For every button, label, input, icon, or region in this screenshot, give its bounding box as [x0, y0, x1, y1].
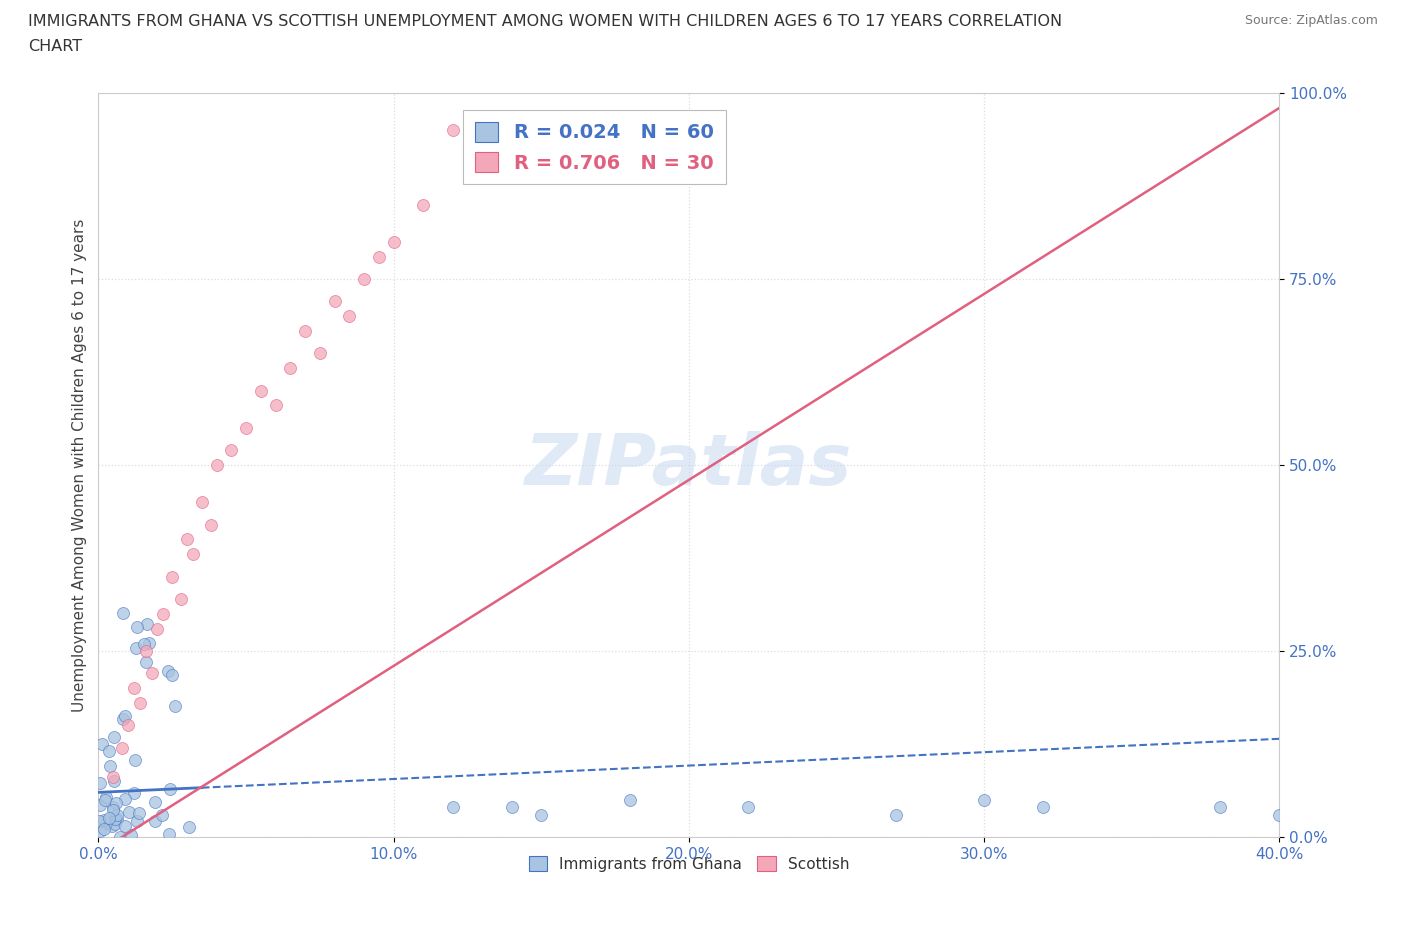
- Point: [323, 294, 346, 309]
- Point: [441, 800, 464, 815]
- Point: [530, 807, 553, 822]
- Point: [101, 818, 124, 833]
- Point: [98, 743, 121, 758]
- Y-axis label: Unemployment Among Women with Children Ages 6 to 17 years: Unemployment Among Women with Children A…: [72, 219, 87, 711]
- Point: [176, 532, 198, 547]
- Point: [619, 792, 641, 807]
- Point: [136, 617, 159, 631]
- Point: [105, 812, 128, 827]
- Point: [382, 234, 405, 249]
- Point: [138, 636, 160, 651]
- Text: IMMIGRANTS FROM GHANA VS SCOTTISH UNEMPLOYMENT AMONG WOMEN WITH CHILDREN AGES 6 : IMMIGRANTS FROM GHANA VS SCOTTISH UNEMPL…: [28, 14, 1063, 29]
- Point: [103, 730, 125, 745]
- Point: [146, 621, 169, 636]
- Legend: Immigrants from Ghana, Scottish: Immigrants from Ghana, Scottish: [523, 850, 855, 878]
- Point: [737, 800, 759, 815]
- Point: [141, 666, 163, 681]
- Point: [120, 828, 142, 843]
- Point: [339, 309, 361, 324]
- Point: [309, 346, 332, 361]
- Point: [162, 569, 183, 584]
- Point: [177, 820, 200, 835]
- Point: [118, 804, 141, 819]
- Point: [122, 681, 145, 696]
- Point: [1268, 807, 1291, 822]
- Point: [156, 664, 179, 679]
- Point: [368, 249, 391, 264]
- Point: [157, 827, 180, 842]
- Point: [152, 606, 174, 621]
- Point: [111, 711, 134, 726]
- Point: [412, 197, 434, 212]
- Point: [181, 547, 204, 562]
- Point: [89, 824, 111, 839]
- Point: [114, 709, 136, 724]
- Point: [160, 668, 183, 683]
- Text: CHART: CHART: [28, 39, 82, 54]
- Point: [200, 517, 222, 532]
- Point: [1209, 800, 1232, 815]
- Point: [103, 803, 125, 817]
- Point: [264, 398, 287, 413]
- Text: ZIPatlas: ZIPatlas: [526, 431, 852, 499]
- Point: [294, 324, 316, 339]
- Point: [150, 807, 173, 822]
- Point: [114, 818, 136, 833]
- Point: [135, 655, 157, 670]
- Point: [170, 591, 193, 606]
- Point: [125, 641, 148, 656]
- Point: [124, 753, 146, 768]
- Point: [87, 814, 110, 829]
- Point: [125, 814, 148, 829]
- Point: [98, 811, 121, 826]
- Point: [501, 800, 523, 815]
- Point: [441, 123, 464, 138]
- Point: [111, 740, 134, 755]
- Point: [112, 605, 135, 620]
- Point: [103, 770, 125, 785]
- Point: [165, 698, 187, 713]
- Point: [280, 361, 302, 376]
- Point: [191, 495, 214, 510]
- Point: [93, 792, 115, 807]
- Point: [108, 830, 131, 844]
- Point: [103, 774, 125, 789]
- Point: [128, 805, 150, 820]
- Point: [117, 718, 139, 733]
- Point: [105, 807, 128, 822]
- Point: [104, 795, 127, 810]
- Point: [127, 619, 149, 634]
- Point: [221, 443, 243, 458]
- Point: [205, 458, 228, 472]
- Point: [159, 782, 181, 797]
- Point: [90, 737, 112, 751]
- Point: [89, 798, 111, 813]
- Point: [132, 637, 155, 652]
- Point: [93, 813, 115, 828]
- Point: [353, 272, 375, 286]
- Point: [101, 800, 124, 815]
- Point: [250, 383, 273, 398]
- Point: [98, 759, 121, 774]
- Point: [143, 794, 166, 809]
- Point: [114, 791, 136, 806]
- Point: [96, 790, 118, 804]
- Point: [973, 792, 995, 807]
- Point: [94, 816, 117, 830]
- Point: [104, 811, 127, 826]
- Point: [122, 786, 145, 801]
- Point: [884, 807, 907, 822]
- Point: [89, 776, 111, 790]
- Point: [1032, 800, 1054, 815]
- Text: Source: ZipAtlas.com: Source: ZipAtlas.com: [1244, 14, 1378, 27]
- Point: [235, 420, 257, 435]
- Point: [143, 813, 166, 828]
- Point: [93, 821, 115, 836]
- Point: [128, 696, 150, 711]
- Point: [135, 644, 157, 658]
- Point: [104, 817, 127, 831]
